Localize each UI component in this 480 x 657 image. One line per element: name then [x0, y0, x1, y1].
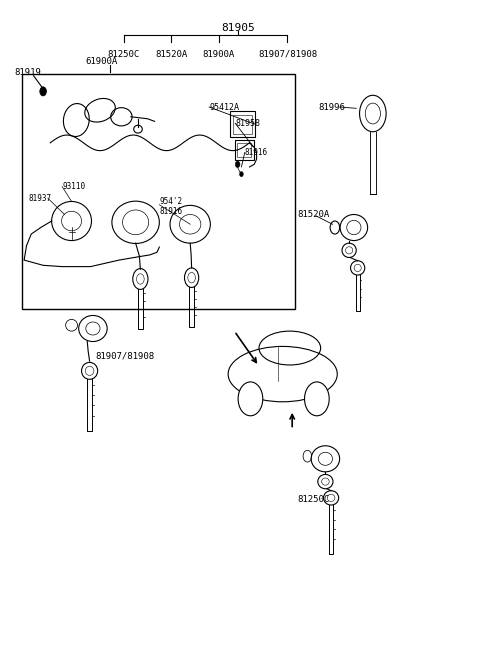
Text: 81250C: 81250C — [108, 50, 140, 58]
Bar — [22, 74, 295, 309]
Text: 81520A: 81520A — [155, 50, 187, 58]
Circle shape — [235, 161, 240, 168]
Text: 81520A: 81520A — [297, 210, 329, 219]
Circle shape — [240, 171, 243, 177]
Circle shape — [238, 382, 263, 416]
Text: 81907/81908: 81907/81908 — [258, 50, 317, 58]
Text: 93110: 93110 — [62, 182, 85, 191]
Text: 81900A: 81900A — [203, 50, 235, 58]
Text: 81250C: 81250C — [297, 495, 329, 504]
Text: 81916: 81916 — [159, 207, 182, 215]
Text: 81916: 81916 — [245, 148, 268, 157]
Text: 81919: 81919 — [14, 68, 41, 77]
Text: 81937: 81937 — [29, 194, 52, 203]
Text: 81958: 81958 — [235, 119, 260, 128]
Text: 61900A: 61900A — [86, 57, 118, 66]
Text: 81905: 81905 — [221, 22, 254, 33]
Text: 81996: 81996 — [318, 102, 345, 112]
Text: 95412A: 95412A — [209, 102, 239, 112]
Text: 81907/81908: 81907/81908 — [96, 351, 155, 360]
Circle shape — [304, 382, 329, 416]
Text: 954'2: 954'2 — [159, 197, 182, 206]
Circle shape — [40, 87, 47, 96]
